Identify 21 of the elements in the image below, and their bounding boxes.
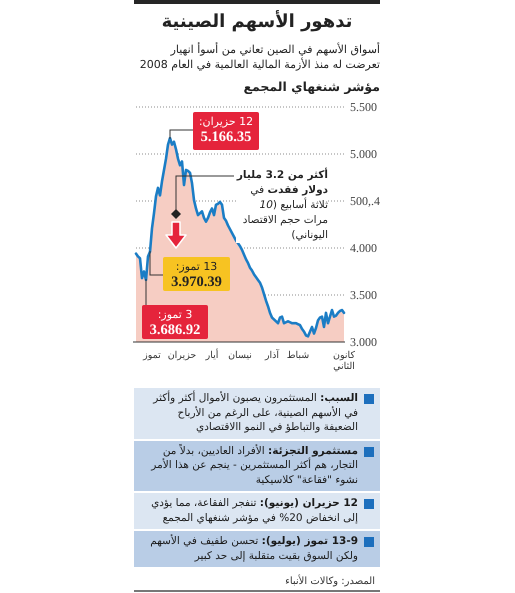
text: السبب: المستثمرون يصبون الأموال أكثر وأكثر في الأسهم الصينية، على الرغم من الأرباح الضعيفة والتباطؤ في النمو االاقتصادي	[134, 388, 380, 438]
chart-title: تدهور الأسهم الصينية	[160, 9, 354, 34]
y-tick-label: 5.000	[350, 146, 377, 162]
y-tick-label: 3.500	[350, 287, 377, 303]
x-tick-label: تموز	[143, 350, 161, 361]
x-tick-label: آذار	[264, 350, 280, 361]
x-tick-label: كانون الثاني	[333, 350, 355, 372]
y-tick-label: 500,.4	[350, 193, 380, 209]
x-tick-label: أيار	[206, 350, 218, 361]
y-tick-label: 5.500	[350, 99, 377, 115]
text: المصدر: وكالات الأنباء	[284, 575, 375, 589]
y-axis-title: مؤشر شنغهاي المجمع	[242, 78, 380, 96]
y-tick-label: 4.000	[350, 240, 377, 256]
text: 12 حزيران (يونيو): تنفجر الفقاعة، مما يؤدي إلى انخفاض 20% في مؤشر شنغهاي المجمع	[134, 493, 380, 529]
x-tick-label: نيسان	[228, 350, 252, 361]
text: 13-9 تموز (يوليو): تحسن طفيف في الأسهم ولكن السوق بقيت متقلبة إلى حد كبير	[134, 531, 380, 567]
chart-subtitle: أسواق الأسهم في الصين تعاني من أسوأ انهيار تعرضت له منذ الأزمة المالية العالمية في العام 2008	[138, 42, 380, 72]
x-tick-label: حزيران	[168, 350, 196, 361]
text: مستثمرو التجزئة: الأفراد العاديين، بدلاً من التجار، هم أكثر المستثمرين - ينجم عن هذا الأمر نشوء "فقاعة" كلاسيكية	[134, 440, 380, 491]
x-tick-label: شباط	[286, 350, 310, 361]
y-tick-label: 3.000	[350, 334, 377, 350]
